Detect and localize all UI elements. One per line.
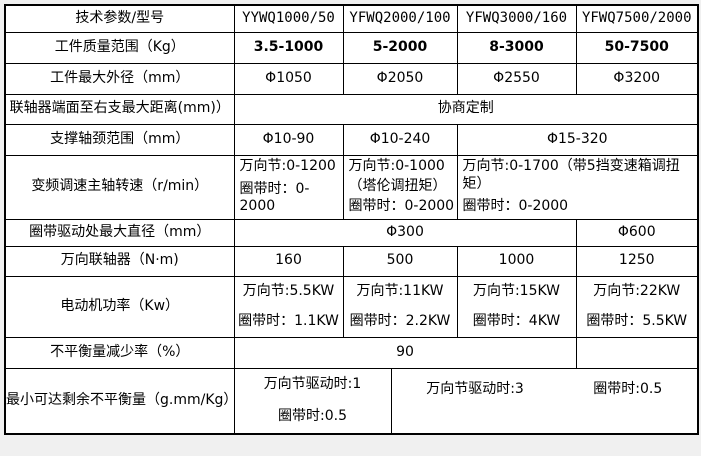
cell-mass-range-2: 5-2000: [342, 31, 458, 64]
cell-unbalance-reduction-empty: [575, 336, 699, 369]
cell-mass-range-1: 3.5-1000: [233, 31, 344, 64]
row-header: 技术参数/型号 YYWQ1000/50 YFWQ2000/100 YFWQ300…: [4, 4, 699, 33]
cell-journal-3: Φ15-320: [456, 123, 699, 156]
motor-4-line-2: 圈带时：5.5KW: [586, 312, 688, 329]
speed-2-line-3: 圈带时：0-2000: [348, 198, 455, 215]
row-label-journal-range: 支撑轴颈范围（mm）: [4, 123, 235, 156]
cell-max-dia-2: Φ2050: [342, 62, 458, 95]
cell-motor-1: 万向节:5.5KW 圈带时：1.1KW: [233, 275, 344, 338]
motor-2-line-2: 圈带时：2.2KW: [349, 312, 451, 329]
residual-1-line-2: 圈带时:0.5: [278, 408, 347, 425]
row-label-unbalance-reduction: 不平衡量减少率（%）: [4, 336, 235, 369]
cell-journal-1: Φ10-90: [233, 123, 344, 156]
row-motor-power: 电动机功率（Kw） 万向节:5.5KW 圈带时：1.1KW 万向节:11KW 圈…: [4, 275, 699, 338]
row-label-motor-power: 电动机功率（Kw）: [4, 275, 235, 338]
model-header-2: YFWQ2000/100: [342, 4, 458, 33]
residual-2-item-2: 圈带时:0.5: [593, 380, 663, 397]
cell-coupling-distance: 协商定制: [233, 93, 699, 125]
row-coupling-distance: 联轴器端面至右支最大距离(mm)） 协商定制: [4, 93, 699, 125]
row-label-min-residual-unbalance: 最小可达剩余不平衡量（g.mm/Kg）: [4, 367, 235, 435]
speed-2-line-2: （塔伦调扭矩）: [348, 178, 447, 195]
header-label: 技术参数/型号: [4, 4, 235, 33]
cell-unicoup-2: 500: [342, 245, 458, 277]
speed-3-line-1: 万向节:0-1700（带5挡变速箱调扭矩）: [462, 158, 680, 192]
residual-2-item-1: 万向节驱动时:3: [426, 380, 524, 397]
motor-3-line-1: 万向节:15KW: [472, 282, 561, 299]
cell-mass-range-4: 50-7500: [575, 31, 699, 64]
model-header-4: YFWQ7500/2000: [575, 4, 699, 33]
cell-max-dia-3: Φ2550: [456, 62, 577, 95]
cell-speed-2: 万向节:0-1000 （塔伦调扭矩） 圈带时：0-2000: [342, 154, 458, 220]
model-header-3: YFWQ3000/160: [456, 4, 577, 33]
cell-belt-dia-2: Φ600: [575, 218, 699, 247]
cell-speed-3: 万向节:0-1700（带5挡变速箱调扭矩） 圈带时：0-2000: [456, 154, 699, 220]
motor-1-line-1: 万向节:5.5KW: [242, 282, 335, 299]
model-header-1: YYWQ1000/50: [233, 4, 344, 33]
cell-unicoup-3: 1000: [456, 245, 577, 277]
motor-4-line-1: 万向节:22KW: [593, 282, 681, 299]
row-label-belt-drive-diameter: 圈带驱动处最大直径（mm）: [4, 218, 235, 247]
row-label-coupling-distance: 联轴器端面至右支最大距离(mm)）: [4, 93, 235, 125]
residual-cell-2: 万向节驱动时:3 圈带时:0.5: [392, 369, 698, 433]
motor-3-line-2: 圈带时：4KW: [472, 312, 561, 329]
speed-3-line-2: 圈带时：0-2000: [462, 198, 569, 215]
row-max-outer-diameter: 工件最大外径（mm） Φ1050 Φ2050 Φ2550 Φ3200: [4, 62, 699, 95]
row-spindle-speed: 变频调速主轴转速（r/min） 万向节:0-1200 圈带时：0-2000 万向…: [4, 154, 699, 220]
row-min-residual-unbalance: 最小可达剩余不平衡量（g.mm/Kg） 万向节驱动时:1 圈带时:0.5 万向节…: [4, 367, 699, 435]
cell-motor-3: 万向节:15KW 圈带时：4KW: [456, 275, 577, 338]
row-belt-drive-diameter: 圈带驱动处最大直径（mm） Φ300 Φ600: [4, 218, 699, 247]
cell-motor-2: 万向节:11KW 圈带时：2.2KW: [342, 275, 458, 338]
cell-mass-range-3: 8-3000: [456, 31, 577, 64]
residual-1-line-1: 万向节驱动时:1: [263, 375, 362, 392]
cell-belt-dia-1: Φ300: [233, 218, 577, 247]
cell-min-residual-unbalance: 万向节驱动时:1 圈带时:0.5 万向节驱动时:3 圈带时:0.5: [233, 367, 699, 435]
row-label-max-outer-diameter: 工件最大外径（mm）: [4, 62, 235, 95]
row-label-universal-coupling: 万向联轴器（N·m): [4, 245, 235, 277]
speed-1-line-2: 圈带时：0-2000: [239, 180, 310, 215]
row-unbalance-reduction: 不平衡量减少率（%） 90: [4, 336, 699, 369]
cell-motor-4: 万向节:22KW 圈带时：5.5KW: [575, 275, 699, 338]
row-label-spindle-speed: 变频调速主轴转速（r/min）: [4, 154, 235, 220]
row-label-mass-range: 工件质量范围（Kg）: [4, 31, 235, 64]
row-mass-range: 工件质量范围（Kg） 3.5-1000 5-2000 8-3000 50-750…: [4, 31, 699, 64]
motor-2-line-1: 万向节:11KW: [356, 282, 444, 299]
row-universal-coupling: 万向联轴器（N·m) 160 500 1000 1250: [4, 245, 699, 277]
cell-max-dia-1: Φ1050: [233, 62, 344, 95]
spec-table: 技术参数/型号 YYWQ1000/50 YFWQ2000/100 YFWQ300…: [4, 4, 699, 435]
cell-unicoup-1: 160: [233, 245, 344, 277]
cell-max-dia-4: Φ3200: [575, 62, 699, 95]
residual-cell-1: 万向节驱动时:1 圈带时:0.5: [235, 369, 392, 433]
cell-speed-1: 万向节:0-1200 圈带时：0-2000: [233, 154, 344, 220]
speed-2-line-1: 万向节:0-1000: [348, 158, 445, 175]
speed-1-line-1: 万向节:0-1200: [239, 158, 336, 175]
cell-unbalance-reduction: 90: [233, 336, 577, 369]
row-journal-range: 支撑轴颈范围（mm） Φ10-90 Φ10-240 Φ15-320: [4, 123, 699, 156]
cell-unicoup-4: 1250: [575, 245, 699, 277]
cell-journal-2: Φ10-240: [342, 123, 458, 156]
motor-1-line-2: 圈带时：1.1KW: [238, 312, 339, 329]
